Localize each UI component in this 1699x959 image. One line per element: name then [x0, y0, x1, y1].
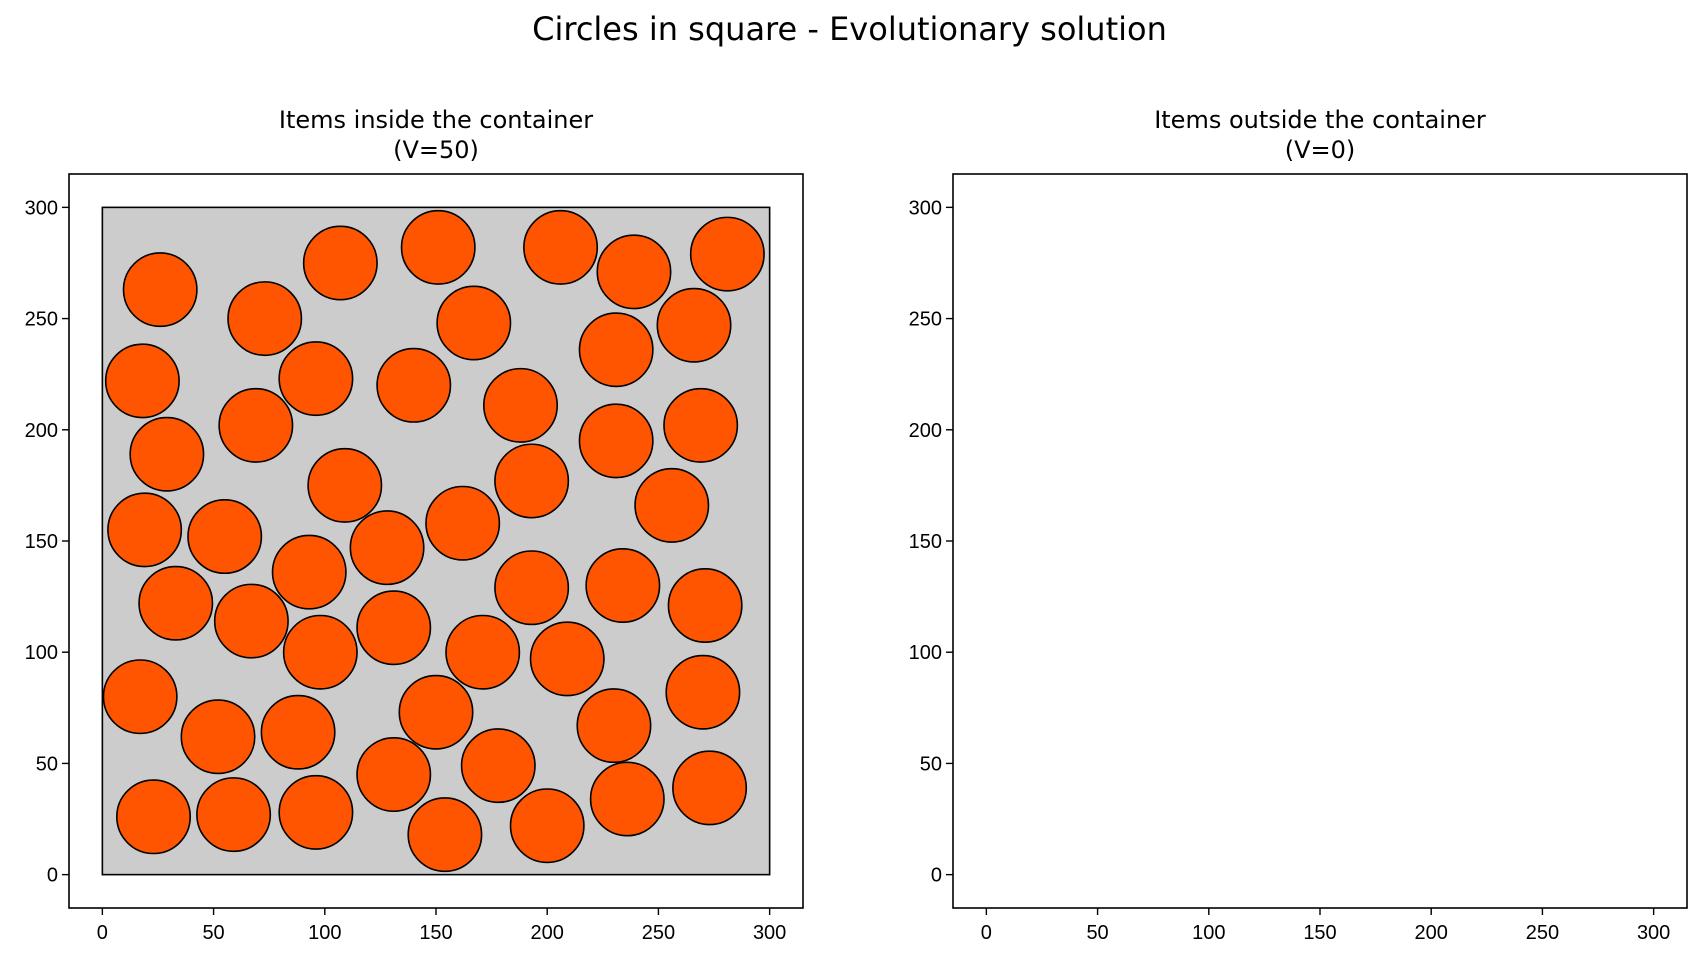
circle-item — [187, 499, 263, 575]
circle-item — [349, 510, 425, 586]
circle-item — [509, 788, 585, 864]
circle-item — [282, 614, 358, 690]
circle-item — [260, 694, 336, 770]
circle-item — [400, 209, 476, 285]
x-tick-label: 200 — [531, 922, 564, 944]
circle-item — [356, 737, 432, 813]
circle-item — [494, 443, 570, 519]
x-tick-label: 150 — [1303, 922, 1336, 944]
circle-item — [218, 387, 294, 463]
circle-item — [116, 779, 192, 855]
axes-inside-subtitle: (V=50) — [393, 136, 479, 164]
x-tick-label: 50 — [1086, 922, 1108, 944]
y-tick-label: 50 — [920, 753, 942, 775]
circle-item — [665, 654, 741, 730]
circle-item — [578, 403, 654, 479]
x-tick-label: 100 — [308, 922, 341, 944]
circle-item — [529, 621, 605, 697]
circle-item — [180, 699, 256, 775]
y-tick-label: 50 — [36, 753, 58, 775]
axes-outside-title: Items outside the container — [1154, 106, 1486, 134]
y-tick-label: 200 — [909, 420, 942, 442]
circle-item — [102, 659, 178, 735]
axes-inside-title: Items inside the container — [279, 106, 593, 134]
circle-item — [656, 287, 732, 363]
y-tick-label: 300 — [909, 197, 942, 219]
circle-item — [104, 343, 180, 419]
circle-item — [667, 568, 743, 644]
circle-item — [663, 387, 739, 463]
axes-outside-frame — [952, 173, 1688, 909]
circle-item — [356, 590, 432, 666]
x-tick-label: 50 — [202, 922, 224, 944]
circle-item — [523, 209, 599, 285]
axes-outside-yticks: 0 50 100 150 200 250 300 — [909, 197, 953, 887]
circle-item — [578, 312, 654, 388]
circle-item — [436, 285, 512, 361]
circle-item — [107, 492, 183, 568]
circle-item — [227, 281, 303, 357]
circle-item — [271, 534, 347, 610]
y-tick-label: 300 — [25, 197, 58, 219]
x-tick-label: 300 — [753, 922, 786, 944]
x-tick-label: 300 — [1637, 922, 1670, 944]
x-tick-label: 100 — [1192, 922, 1225, 944]
circle-item — [494, 550, 570, 626]
circle-item — [672, 750, 748, 826]
y-tick-label: 100 — [909, 642, 942, 664]
axes-inside-plot-area — [101, 206, 771, 876]
axes-inside: Items inside the container (V=50) 0 50 100… — [25, 106, 804, 944]
axes-inside-xticks: 0 50 100 150 200 250 300 — [97, 908, 786, 944]
circle-item — [278, 774, 354, 850]
y-tick-label: 0 — [931, 865, 942, 887]
axes-outside: Items outside the container (V=0) 0 50 100… — [909, 106, 1688, 944]
circle-item — [483, 367, 559, 443]
circle-item — [460, 728, 536, 804]
x-tick-label: 250 — [642, 922, 675, 944]
circle-item — [596, 234, 672, 310]
circle-item — [634, 467, 710, 543]
circle-item — [376, 347, 452, 423]
axes-inside-frame — [68, 173, 804, 909]
y-tick-label: 250 — [25, 309, 58, 331]
circle-item — [138, 565, 214, 641]
circle-item — [213, 583, 289, 659]
x-tick-label: 150 — [419, 922, 452, 944]
y-tick-label: 150 — [909, 531, 942, 553]
x-tick-label: 200 — [1415, 922, 1448, 944]
circle-item — [278, 341, 354, 417]
circle-item — [302, 225, 378, 301]
y-tick-label: 200 — [25, 420, 58, 442]
circle-item — [196, 777, 272, 853]
figure-suptitle: Circles in square - Evolutionary solutio… — [532, 10, 1167, 48]
x-tick-label: 0 — [97, 922, 108, 944]
circle-item — [129, 416, 205, 492]
y-tick-label: 100 — [25, 642, 58, 664]
axes-outside-subtitle: (V=0) — [1285, 136, 1356, 164]
axes-outside-xticks: 0 50 100 150 200 250 300 — [981, 908, 1670, 944]
circle-item — [576, 688, 652, 764]
circle-item — [407, 797, 483, 873]
y-tick-label: 250 — [909, 309, 942, 331]
circle-item — [307, 447, 383, 523]
circle-item — [425, 485, 501, 561]
y-tick-label: 0 — [47, 865, 58, 887]
circle-item — [398, 674, 474, 750]
circle-item — [585, 547, 661, 623]
circle-item — [445, 614, 521, 690]
circle-item — [689, 216, 765, 292]
circle-item — [589, 761, 665, 837]
axes-inside-yticks: 0 50 100 150 200 250 300 — [25, 197, 69, 887]
x-tick-label: 250 — [1526, 922, 1559, 944]
y-tick-label: 150 — [25, 531, 58, 553]
circle-item — [122, 252, 198, 328]
x-tick-label: 0 — [981, 922, 992, 944]
